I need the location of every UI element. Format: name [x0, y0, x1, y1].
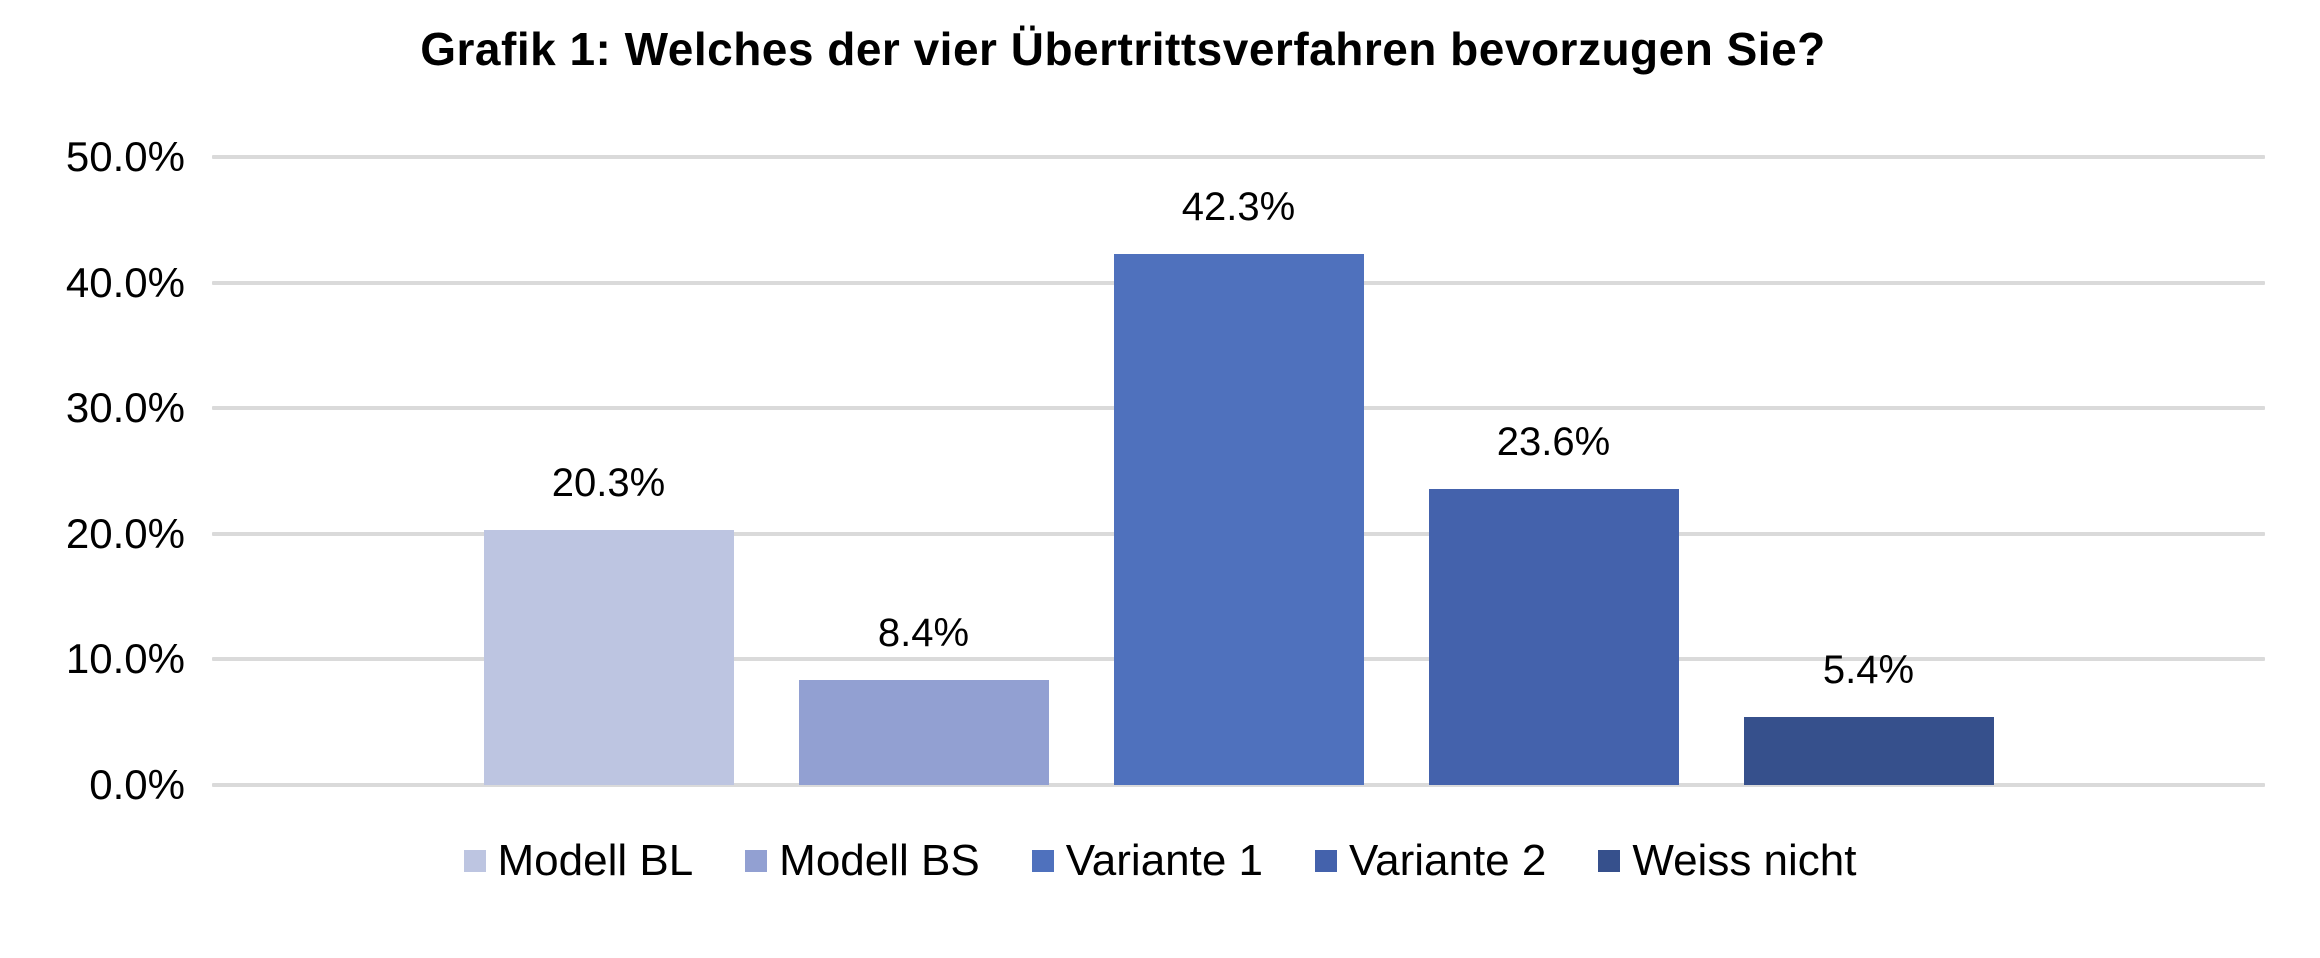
legend-item-variante-1: Variante 1: [1031, 836, 1264, 886]
legend-label: Modell BS: [779, 836, 980, 885]
y-axis-tick-label: 30.0%: [65, 384, 185, 432]
legend-label: Variante 2: [1349, 836, 1547, 885]
y-axis-tick-label: 20.0%: [65, 509, 185, 557]
bar-value-label: 5.4%: [1822, 648, 1915, 693]
legend-item-modell-bs: Modell BS: [745, 836, 980, 886]
chart-title: Grafik 1: Welches der vier Übertrittsver…: [420, 23, 1826, 75]
legend-item-variante-2: Variante 2: [1315, 836, 1546, 886]
plot-area: 20.3% 8.4% 42.3% 23.6% 5.4%: [212, 155, 2265, 787]
y-axis-tick-label: 50.0%: [65, 133, 185, 180]
legend-swatch-icon: [463, 850, 486, 872]
legend-label: Weiss nicht: [1632, 836, 1857, 885]
legend: Modell BL Modell BS Variante 1 Variante 2 We…: [0, 836, 2320, 886]
bar-weiss-nicht: [1743, 717, 1994, 785]
bar-variante-1: [1113, 253, 1364, 785]
legend-item-modell-bl: Modell BL: [463, 836, 694, 886]
legend-swatch-icon: [1031, 850, 1054, 872]
bar-value-label: 42.3%: [1181, 184, 1296, 229]
bar-variante-2: [1428, 488, 1679, 785]
bar-value-label: 23.6%: [1496, 419, 1611, 464]
bar-value-label: 20.3%: [551, 461, 666, 506]
bar-modell-bl: [483, 530, 734, 785]
y-axis-tick-label: 10.0%: [65, 635, 185, 683]
gridline: [212, 155, 2265, 159]
legend-item-weiss-nicht: Weiss nicht: [1598, 836, 1857, 886]
bar-modell-bs: [798, 679, 1049, 785]
legend-swatch-icon: [1315, 850, 1338, 872]
legend-swatch-icon: [1598, 850, 1621, 872]
legend-label: Variante 1: [1065, 836, 1264, 885]
y-axis-tick-label: 0.0%: [89, 761, 185, 808]
gridline: [212, 783, 2265, 787]
bar-value-label: 8.4%: [877, 610, 970, 655]
legend-swatch-icon: [745, 850, 768, 872]
y-axis-tick-label: 40.0%: [65, 258, 185, 306]
legend-label: Modell BL: [497, 836, 694, 885]
